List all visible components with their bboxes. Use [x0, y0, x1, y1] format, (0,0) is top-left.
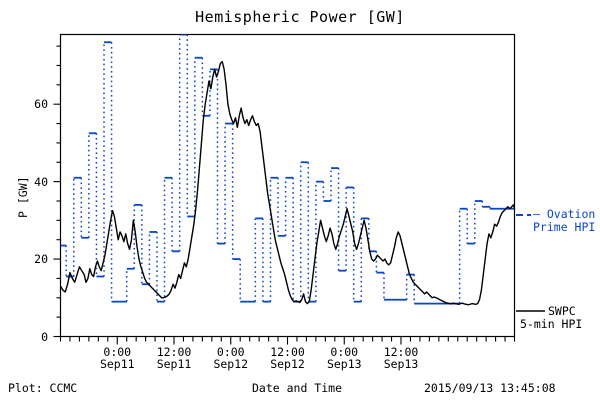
- legend-item-swpc-5min-hpi: SWPC 5-min HPI: [520, 305, 582, 331]
- x-axis-label: Date and Time: [251, 381, 342, 395]
- legend-item-ovation-prime-hpi: — Ovation Prime HPI: [533, 208, 595, 234]
- footer-timestamp: 2015/09/13 13:45:08: [424, 381, 556, 395]
- legend-swpc-line2: 5-min HPI: [520, 317, 583, 331]
- legend-swpc-line1: SWPC: [548, 304, 576, 318]
- y-tick-label: 20: [34, 252, 48, 267]
- y-tick-label: 60: [34, 97, 48, 112]
- plot-frame: [59, 33, 516, 338]
- x-tick-date: Sep11: [99, 357, 135, 371]
- x-tick-time: 12:00: [156, 345, 192, 359]
- x-tick-label: 12:00 Sep11: [134, 346, 214, 370]
- chart-title: Hemispheric Power [GW]: [195, 8, 405, 26]
- x-tick-label: 0:00 Sep11: [77, 346, 157, 370]
- legend-ovation-line1: — Ovation: [533, 207, 596, 221]
- x-tick-time: 12:00: [270, 345, 305, 359]
- x-tick-time: 0:00: [103, 345, 132, 359]
- x-tick-time: 12:00: [383, 345, 419, 359]
- legend-ovation-line2: Prime HPI: [533, 220, 596, 234]
- x-tick-date: Sep11: [156, 357, 192, 371]
- x-tick-time: 0:00: [330, 345, 359, 359]
- footer-plot-credit: Plot: CCMC: [8, 381, 78, 395]
- x-tick-date: Sep12: [270, 357, 305, 371]
- y-axis-ticks: [53, 45, 61, 338]
- series-ovation-prime-hpi: [60, 34, 515, 305]
- x-tick-date: Sep13: [383, 357, 419, 371]
- x-tick-date: Sep13: [326, 357, 362, 371]
- y-tick-label: 40: [34, 174, 48, 189]
- x-tick-label: 0:00 Sep12: [191, 346, 271, 370]
- x-axis-ticks: [59, 336, 516, 345]
- x-tick-label: 0:00 Sep13: [304, 346, 384, 370]
- x-tick-label: 12:00 Sep12: [248, 346, 328, 370]
- x-tick-label: 12:00 Sep13: [361, 346, 441, 370]
- x-tick-time: 0:00: [216, 345, 245, 359]
- series-swpc-5min-hpi: [60, 60, 515, 306]
- y-tick-label: 0: [41, 329, 48, 344]
- x-tick-date: Sep12: [213, 357, 249, 371]
